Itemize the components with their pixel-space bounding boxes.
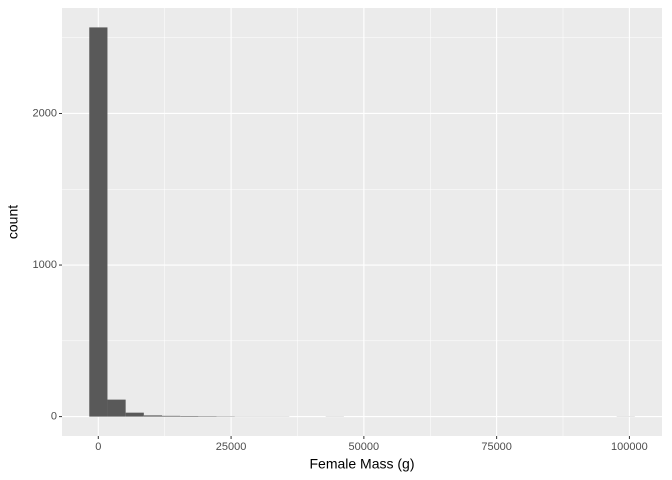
y-tick-label: 1000: [33, 259, 57, 271]
bar: [125, 412, 144, 417]
bar: [143, 415, 163, 417]
panel: [62, 8, 662, 436]
x-tick-label: 100000: [611, 441, 648, 453]
x-tick-label: 75000: [481, 441, 512, 453]
x-axis-title: Female Mass (g): [309, 456, 414, 472]
bar: [89, 27, 108, 417]
y-tick-label: 0: [51, 411, 57, 423]
x-tick-label: 50000: [349, 441, 380, 453]
bar: [107, 399, 126, 417]
bar: [162, 415, 181, 417]
x-tick-label: 25000: [216, 441, 247, 453]
bar: [180, 415, 199, 417]
x-tick-label: 0: [95, 441, 101, 453]
y-axis-title: count: [5, 205, 21, 239]
y-tick-label: 2000: [33, 107, 57, 119]
